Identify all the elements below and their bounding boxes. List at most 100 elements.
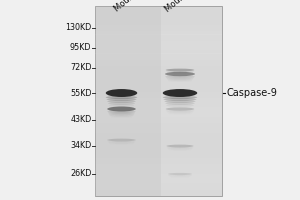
Bar (94, 6, 222, 9)
Bar (94, 82, 222, 85)
Ellipse shape (167, 147, 194, 148)
Bar (94, 57, 222, 60)
Bar (94, 47, 222, 50)
Text: Mouse heart: Mouse heart (113, 0, 159, 14)
Text: 72KD: 72KD (70, 64, 92, 72)
Text: 34KD: 34KD (70, 142, 92, 150)
Ellipse shape (166, 71, 194, 72)
Bar (94, 98, 222, 101)
Bar (94, 25, 222, 28)
Bar (94, 38, 222, 41)
Bar (94, 95, 222, 98)
Ellipse shape (107, 100, 136, 103)
Ellipse shape (108, 112, 135, 114)
Text: 95KD: 95KD (70, 44, 92, 52)
Text: 55KD: 55KD (70, 88, 92, 98)
Ellipse shape (163, 96, 197, 99)
Bar (94, 114, 222, 117)
Bar (94, 145, 222, 148)
Bar (94, 19, 222, 22)
Bar (94, 164, 222, 168)
Bar (94, 72, 222, 76)
Bar (94, 12, 222, 16)
Ellipse shape (165, 102, 195, 105)
Bar (94, 136, 222, 139)
Bar (94, 126, 222, 130)
Bar (94, 22, 222, 25)
Ellipse shape (109, 113, 134, 115)
Ellipse shape (167, 112, 193, 113)
Bar (94, 171, 222, 174)
Bar (94, 139, 222, 142)
Bar (94, 161, 222, 164)
Bar (94, 186, 222, 190)
Bar (94, 193, 222, 196)
Bar (94, 79, 222, 82)
Bar (94, 9, 222, 12)
Text: Mouse kidney: Mouse kidney (164, 0, 214, 14)
Bar (94, 168, 222, 171)
Ellipse shape (106, 89, 137, 97)
Ellipse shape (165, 76, 195, 77)
Ellipse shape (108, 142, 135, 143)
Bar (94, 107, 222, 110)
Bar (94, 110, 222, 114)
Ellipse shape (167, 148, 193, 149)
Ellipse shape (165, 72, 195, 76)
Bar (94, 180, 222, 183)
Bar (94, 177, 222, 180)
Ellipse shape (168, 173, 192, 175)
Ellipse shape (166, 107, 194, 111)
Ellipse shape (169, 175, 191, 176)
Text: 26KD: 26KD (70, 170, 92, 178)
Bar (94, 44, 222, 47)
Bar (94, 183, 222, 186)
Ellipse shape (163, 89, 197, 97)
Bar (94, 92, 222, 95)
Bar (94, 123, 222, 126)
Ellipse shape (167, 145, 194, 147)
Ellipse shape (166, 69, 194, 71)
Ellipse shape (107, 111, 136, 113)
Bar (94, 152, 222, 155)
Ellipse shape (168, 175, 192, 176)
Ellipse shape (106, 96, 137, 99)
Text: Caspase-9: Caspase-9 (226, 88, 278, 98)
Text: 43KD: 43KD (70, 116, 92, 124)
Bar (94, 6, 222, 196)
Bar (94, 76, 222, 79)
Bar (94, 50, 222, 53)
Bar (94, 85, 222, 88)
Bar (94, 66, 222, 69)
Bar (94, 60, 222, 63)
Bar (94, 158, 222, 161)
Bar (94, 34, 222, 38)
Ellipse shape (166, 110, 194, 111)
Bar (94, 101, 222, 104)
Text: 130KD: 130KD (65, 23, 92, 32)
Bar (94, 69, 222, 73)
Bar (94, 6, 161, 196)
Ellipse shape (164, 100, 196, 103)
Bar (94, 16, 222, 19)
Bar (94, 120, 222, 123)
Ellipse shape (167, 72, 193, 73)
Bar (94, 63, 222, 66)
Bar (94, 31, 222, 35)
Bar (94, 117, 222, 120)
Ellipse shape (108, 102, 135, 105)
Ellipse shape (107, 107, 136, 111)
Bar (94, 155, 222, 158)
Bar (94, 142, 222, 145)
Ellipse shape (109, 142, 134, 143)
Ellipse shape (107, 141, 136, 142)
Bar (94, 28, 222, 31)
Ellipse shape (167, 78, 194, 79)
Bar (94, 104, 222, 107)
Ellipse shape (107, 139, 136, 141)
Bar (94, 41, 222, 44)
Bar (94, 133, 222, 136)
Bar (94, 130, 222, 133)
Ellipse shape (166, 77, 194, 78)
Bar (94, 88, 222, 92)
